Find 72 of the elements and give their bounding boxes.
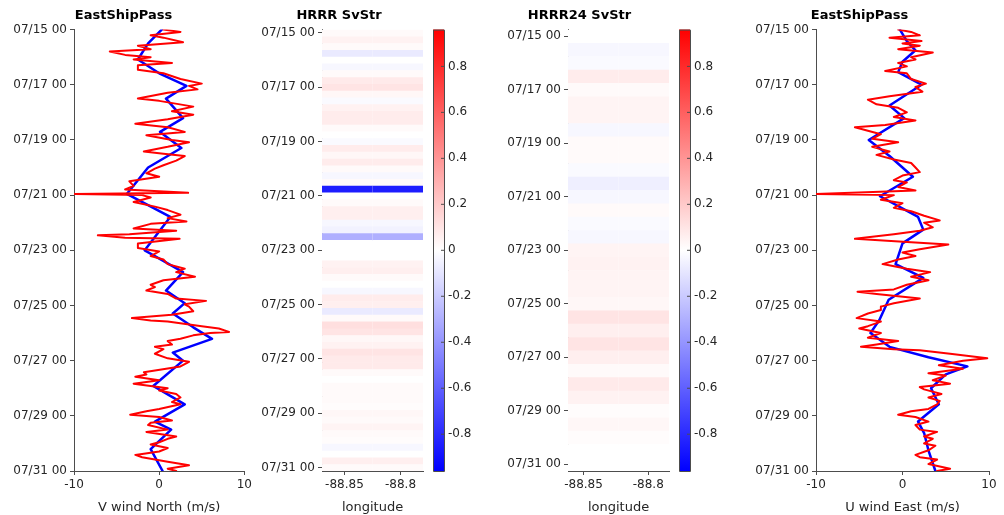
x-tick-label: 0 (898, 477, 907, 492)
y-tick-label: 07/17 00 (261, 79, 315, 94)
color-bar-label: 0 (694, 242, 702, 257)
color-bar-label: 0.2 (448, 196, 468, 211)
y-tick-label: 07/21 00 (507, 188, 561, 203)
y-tick-label: 07/19 00 (261, 133, 315, 148)
color-bar-label: -0.4 (448, 334, 472, 349)
y-tick-label: 07/25 00 (261, 296, 315, 311)
y-tick-label: 07/19 00 (13, 132, 67, 147)
x-tick-label: 10 (236, 477, 253, 492)
y-tick-label: 07/31 00 (13, 463, 67, 478)
y-tick-label: 07/15 00 (507, 28, 561, 43)
y-tick-label: 07/31 00 (507, 456, 561, 471)
y-tick-label: 07/25 00 (507, 295, 561, 310)
y-tick-label: 07/29 00 (507, 402, 561, 417)
y-tick-label: 07/15 00 (13, 21, 67, 36)
color-bar-label: 0.8 (448, 58, 468, 73)
chart-title: HRRR SvStr (296, 7, 383, 23)
x-tick-label: -88.85 (564, 477, 603, 492)
color-bar-label: 0.6 (694, 104, 714, 119)
x-tick-label: -88.8 (632, 477, 664, 492)
y-tick-label: 07/29 00 (261, 405, 315, 420)
y-tick-label: 07/17 00 (507, 81, 561, 96)
y-tick-label: 07/29 00 (13, 407, 67, 422)
color-bar-label: 0.2 (694, 196, 714, 211)
x-axis-title: V wind North (m/s) (98, 498, 221, 514)
y-tick-label: 07/15 00 (755, 21, 809, 36)
x-axis-title: U wind East (m/s) (845, 498, 960, 514)
y-tick-label: 07/15 00 (261, 25, 315, 40)
y-tick-label: 07/19 00 (507, 135, 561, 150)
y-tick-label: 07/27 00 (507, 349, 561, 364)
y-tick-label: 07/29 00 (755, 407, 809, 422)
y-tick-label: 07/25 00 (755, 297, 809, 312)
x-tick-label: 10 (981, 477, 997, 492)
color-bar-label: 0.4 (694, 150, 714, 165)
color-bar-label: -0.4 (694, 334, 718, 349)
y-tick-label: 07/19 00 (755, 132, 809, 147)
x-axis-title: longitude (587, 498, 650, 514)
color-bar-label: 0.4 (448, 150, 468, 165)
y-tick-label: 07/23 00 (755, 242, 809, 257)
color-bar-label: 0 (448, 242, 456, 257)
y-tick-label: 07/23 00 (261, 242, 315, 257)
x-tick-label: 0 (155, 477, 163, 492)
x-tick-label: -10 (64, 477, 84, 492)
chart-title: EastShipPass (810, 7, 909, 23)
chart-title: EastShipPass (74, 7, 173, 23)
y-tick-label: 07/23 00 (507, 242, 561, 257)
color-bar-label: 0.6 (448, 104, 468, 119)
x-tick-label: -10 (806, 477, 826, 492)
color-bar-label: -0.2 (694, 288, 718, 303)
y-tick-label: 07/23 00 (13, 242, 67, 257)
y-tick-label: 07/17 00 (755, 76, 809, 91)
y-tick-label: 07/21 00 (261, 188, 315, 203)
y-tick-label: 07/27 00 (755, 352, 809, 367)
color-bar-label: -0.6 (694, 380, 718, 395)
x-axis-title: longitude (341, 498, 404, 514)
x-tick-label: -88.85 (325, 477, 364, 492)
color-bar-label: -0.2 (448, 288, 472, 303)
y-tick-label: 07/31 00 (261, 459, 315, 474)
color-bar-label: 0.8 (694, 58, 714, 73)
color-bar-label: -0.6 (448, 380, 472, 395)
y-tick-label: 07/27 00 (261, 351, 315, 366)
y-tick-label: 07/31 00 (755, 463, 809, 478)
y-tick-label: 07/25 00 (13, 297, 67, 312)
color-bar-label: -0.8 (694, 426, 718, 441)
x-tick-label: -88.8 (385, 477, 417, 492)
chart-title: HRRR24 SvStr (527, 7, 632, 23)
y-tick-label: 07/27 00 (13, 352, 67, 367)
y-tick-label: 07/17 00 (13, 76, 67, 91)
y-tick-label: 07/21 00 (13, 187, 67, 202)
color-bar-label: -0.8 (448, 426, 472, 441)
y-tick-label: 07/21 00 (755, 187, 809, 202)
